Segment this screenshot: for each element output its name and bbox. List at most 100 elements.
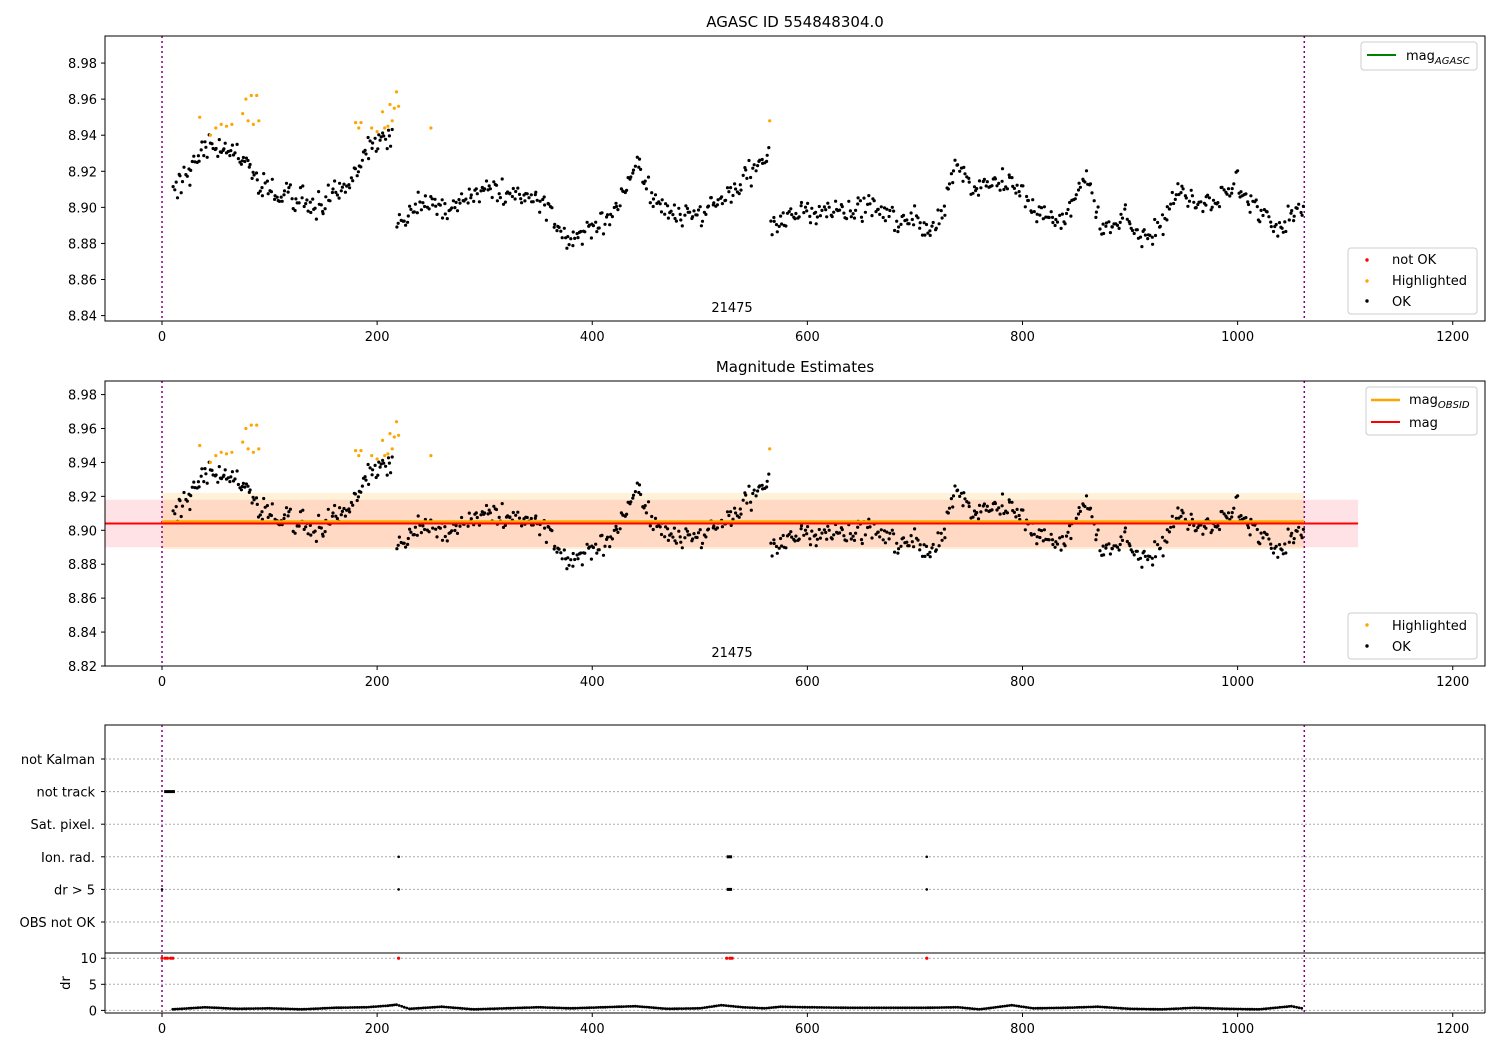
agasc-ok-point [947,182,952,186]
magnitude-ok-point [643,504,647,508]
magnitude-ok-point [445,539,449,543]
magnitude-ok-point [196,480,200,484]
agasc-ok-point [614,204,619,209]
magnitude-ok-point [683,536,687,540]
agasc-ok-point [1000,179,1004,183]
dr-point [1080,1005,1083,1009]
agasc-ok-point [651,197,656,201]
magnitude-ok-point [595,551,599,555]
agasc-ok-point [1060,212,1064,216]
agasc-ok-point [293,208,297,213]
agasc-ok-point [940,216,944,220]
magnitude-ok-point [760,483,764,487]
dr-point [484,1007,487,1011]
agasc-ok-point [363,148,367,152]
magnitude-ok-point [990,508,994,512]
agasc-ok-point [868,202,872,206]
dr-point [1287,1005,1291,1008]
agasc-ok-point [1153,217,1157,222]
agasc-ok-point [995,184,999,188]
agasc-ok-point [406,214,410,218]
dr-point [774,1005,778,1009]
dr-point [940,1006,944,1009]
magnitude-ok-point [772,538,776,542]
agasc-ok-point [1014,191,1018,195]
dr-point [293,1007,297,1011]
magnitude-highlighted-point [244,426,248,431]
magnitude-ok-point [1088,506,1093,510]
magnitude-ok-point [377,460,381,464]
magnitude-ok-point [1172,525,1176,529]
agasc-ok-point [739,188,743,192]
agasc-ok-point [241,155,245,160]
dr-point [978,1007,981,1011]
magnitude-ok-point [995,508,999,512]
dr-point [592,1006,596,1009]
agasc-ok-point [571,244,575,248]
agasc-ok-point [912,223,916,227]
agasc-ok-point [1267,215,1271,219]
magnitude-ok-point [1096,528,1100,532]
agasc-ok-point [677,206,681,210]
magnitude-ok-point [330,514,334,518]
magnitude-ok-point [450,529,454,533]
dr-point [801,1005,804,1009]
dr-point [1098,1005,1102,1009]
magnitude-ok-point [569,558,573,562]
agasc-ok-point [547,202,551,206]
agasc-ok-point [939,209,943,213]
magnitude-ok-point [802,533,806,537]
agasc-ok-point [862,196,866,200]
magnitude-ok-point [685,529,690,533]
dr-point [1057,1006,1060,1010]
agasc-ok-point [342,182,346,186]
agasc-ok-point [1222,188,1226,192]
agasc-ok-point [799,200,804,205]
agasc-ok-point [519,197,523,201]
dr-point [1133,1007,1137,1011]
agasc-ok-point [192,154,196,158]
magnitude-ok-point [651,527,655,532]
magnitude-ok-point [976,517,981,521]
agasc-ok-point [878,212,882,216]
magnitude-ok-point [644,511,649,515]
agasc-ok-point [409,207,413,211]
magnitude-ok-point [487,508,491,512]
magnitude-ok-point [1053,545,1057,549]
agasc-ok-point [1170,190,1174,195]
dr-point [748,1006,752,1009]
agasc-ok-point [214,146,218,151]
magnitude-ok-point [751,491,755,496]
magnitude-ok-point [492,504,496,508]
dr-point [1278,1005,1282,1009]
agasc-ok-point [901,213,906,217]
magnitude-ok-point [1269,546,1273,551]
dr-point [408,1007,411,1011]
dr-point [1064,1006,1067,1010]
agasc-highlighted-point [392,106,396,110]
magnitude-highlighted-point [397,433,401,437]
dr-point [722,1004,726,1007]
dr-point [275,1007,278,1010]
dr-point [219,1006,223,1010]
agasc-ok-point [738,183,742,187]
magnitude-ok-point [918,543,922,547]
dr-point [856,1006,859,1010]
agasc-ok-point [258,189,262,193]
agasc-ok-point [453,206,457,210]
magnitude-ok-point [1174,516,1178,520]
agasc-ok-point [704,212,708,216]
dr-point [1223,1007,1226,1011]
agasc-ok-point [474,187,478,191]
dr-point [367,1005,371,1009]
agasc-ok-point [958,169,962,173]
dr-point [765,1006,769,1010]
agasc-ok-point [856,196,860,200]
magnitude-ok-point [553,544,557,548]
agasc-ok-point [688,210,692,214]
dr-point [727,1004,730,1008]
dr-point [755,1006,759,1010]
magnitude-highlighted-point [386,452,390,456]
agasc-ok-point [695,213,699,217]
agasc-ok-point [706,204,711,208]
